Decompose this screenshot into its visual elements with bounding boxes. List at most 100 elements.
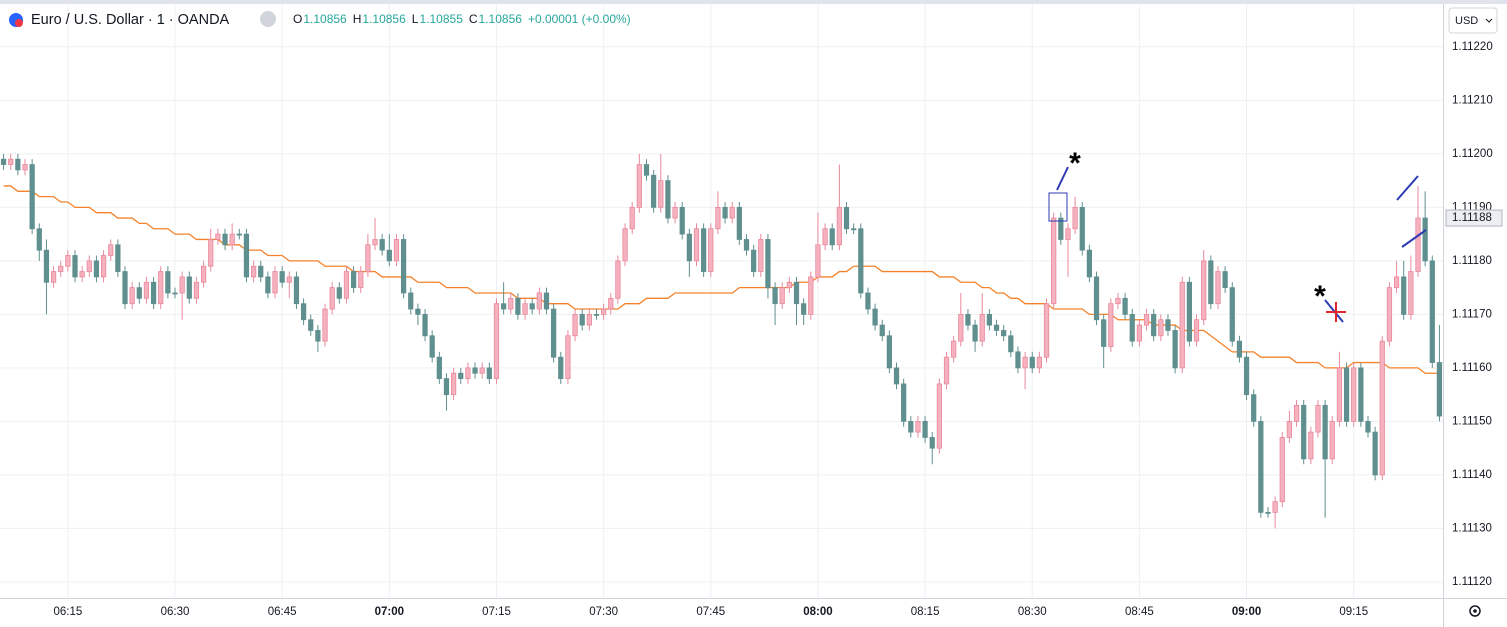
pointer-line (1056, 166, 1069, 191)
candle-body (1115, 297, 1121, 305)
candle-body (1208, 260, 1214, 305)
candle-body (236, 233, 242, 236)
x-axis: 06:15 06:30 06:45 07:00 07:15 07:30 07:45 08:00… (53, 606, 1368, 618)
candle-body (1158, 319, 1164, 337)
candle-body (393, 239, 400, 262)
candle-body (343, 271, 350, 299)
candle-body (765, 239, 771, 289)
candle-body (551, 308, 557, 358)
candle-body (15, 158, 21, 171)
x-tick-label: 09:15 (1339, 606, 1368, 618)
candle-body (43, 249, 50, 283)
candle-body (986, 313, 992, 326)
candle-body (129, 287, 135, 305)
candle-body (193, 281, 200, 299)
candle-body (1122, 297, 1128, 315)
ma-layer (3, 185, 1440, 374)
candle-body (265, 276, 271, 294)
currency: USD (1455, 15, 1478, 27)
candle-body (1415, 217, 1421, 272)
candle-body (386, 249, 392, 262)
candle-body (158, 271, 164, 305)
candle-body (858, 228, 864, 294)
candle-body (843, 206, 850, 230)
pointer-line (1396, 175, 1419, 201)
candle-body (608, 297, 614, 310)
candle-body (358, 271, 364, 289)
candle-body (408, 292, 414, 310)
candle-body (451, 372, 457, 396)
price-tag-label: 1.11188 (1452, 212, 1492, 224)
ohlc-value: 1.10856 (479, 12, 523, 26)
ohlc-value: 1.10856 (303, 12, 347, 26)
candle-body (336, 287, 342, 299)
candle-body (72, 255, 78, 278)
candle-body (1093, 276, 1100, 321)
candle-body (586, 313, 592, 326)
ohlc-key: L (412, 12, 419, 26)
candle-body (958, 313, 964, 342)
candle-body (1229, 287, 1235, 342)
annotation: * (1069, 147, 1081, 180)
candle-body (965, 313, 971, 326)
candle-body (822, 228, 828, 246)
candle-body (286, 276, 292, 283)
candle-body (100, 255, 107, 278)
candle-body (1151, 313, 1157, 337)
candle-body (1172, 330, 1178, 369)
y-tick-label: 1.11220 (1452, 41, 1493, 53)
y-axis: 1.112201.112101.112001.111901.111801.111… (1445, 41, 1503, 588)
candle-body (1286, 421, 1293, 438)
candle-body (1051, 217, 1057, 305)
candle-body (379, 239, 385, 251)
candle-body (972, 324, 978, 342)
y-tick-label: 1.11130 (1452, 522, 1492, 534)
candle-body (1372, 431, 1378, 476)
candle-body (1108, 303, 1114, 347)
x-tick-label: 08:00 (803, 606, 832, 618)
candle-body (758, 239, 764, 272)
candle-body (651, 174, 657, 208)
x-tick-label: 06:45 (268, 606, 297, 618)
candle-body (951, 340, 957, 358)
candle-body (22, 164, 28, 171)
settings-icon[interactable] (1469, 605, 1481, 617)
candle-body (636, 164, 642, 208)
ohlc-change: +0.00001 (+0.00%) (528, 12, 631, 26)
candle-body (922, 421, 928, 438)
candle-body (643, 164, 650, 176)
candle-body (315, 330, 321, 342)
candle-body (1258, 421, 1264, 513)
candle-body (779, 287, 785, 305)
candle-body (1072, 206, 1078, 230)
dropdown-icon (1485, 18, 1493, 23)
candle-body (1279, 437, 1285, 503)
candle-body (793, 281, 800, 305)
candle-body (1365, 421, 1371, 433)
status-dot[interactable] (260, 11, 276, 27)
candle-body (1136, 324, 1143, 342)
candle-body (836, 206, 842, 246)
currency-button[interactable] (1448, 7, 1498, 34)
candle-body (872, 308, 878, 326)
candle-body (1129, 313, 1135, 342)
candle-body (1008, 335, 1014, 353)
y-tick-label: 1.11120 (1452, 576, 1492, 588)
candle-body (522, 303, 528, 315)
candle-body (65, 255, 71, 267)
x-tick-label: 08:30 (1018, 606, 1047, 618)
candle-body (1022, 356, 1028, 369)
candle-body (1179, 281, 1185, 369)
candle-body (579, 313, 585, 326)
candle-body (751, 249, 757, 272)
candle-body (1193, 319, 1200, 342)
settings-icon-dot (1473, 609, 1477, 613)
highlight-box (1048, 192, 1068, 222)
candle-body (622, 228, 628, 262)
candle-body (815, 244, 821, 278)
annotations: ** (1069, 147, 1326, 313)
candle-body (50, 271, 57, 283)
candle-body (979, 313, 985, 342)
